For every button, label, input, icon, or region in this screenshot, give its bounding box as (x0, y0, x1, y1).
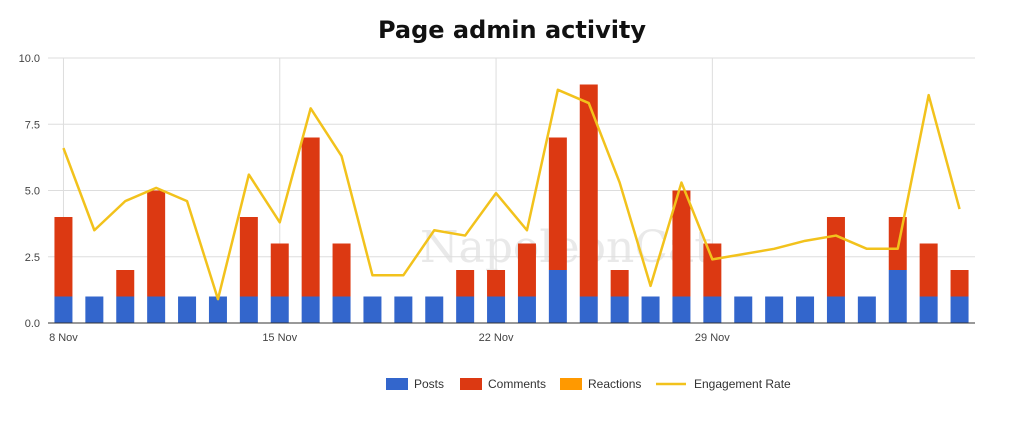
bar-comments (672, 190, 691, 297)
bar-posts (270, 296, 289, 323)
bar-posts (641, 296, 660, 323)
y-tick-label: 0.0 (25, 318, 40, 330)
bar-comments (950, 270, 969, 297)
axes: 0.0 2.5 5.0 7.5 10.0 8 Nov 15 Nov 22 Nov 29 Nov (19, 53, 975, 344)
engagement-rate-line (62, 88, 961, 301)
legend-label: Engagement Rate (694, 377, 791, 391)
legend-swatch (386, 378, 408, 390)
bar-comments (456, 270, 475, 297)
bar-posts (85, 296, 104, 323)
bars (54, 84, 969, 323)
legend: Posts Comments Reactions Engagement Rate (386, 377, 791, 391)
bar-posts (796, 296, 815, 323)
bar-comments (579, 84, 598, 297)
bar-posts (363, 296, 382, 323)
bar-posts (147, 296, 166, 323)
bar-posts (239, 296, 258, 323)
bar-posts (888, 270, 907, 323)
y-tick-label: 2.5 (25, 252, 40, 264)
bar-comments (270, 243, 289, 297)
bar-comments (147, 190, 166, 297)
x-tick-label: 22 Nov (479, 332, 514, 344)
legend-swatch (560, 378, 582, 390)
y-tick-label: 10.0 (19, 53, 40, 65)
bar-posts (332, 296, 351, 323)
bar-comments (919, 243, 938, 297)
bar-posts (116, 296, 135, 323)
bar-posts (487, 296, 506, 323)
bar-posts (950, 296, 969, 323)
legend-label: Posts (414, 377, 444, 391)
bar-comments (332, 243, 351, 297)
bar-posts (703, 296, 722, 323)
bar-posts (425, 296, 444, 323)
bar-posts (548, 270, 567, 323)
bar-comments (517, 243, 536, 297)
bar-posts (672, 296, 691, 323)
bar-comments (703, 243, 722, 297)
engagement-rate-line-layer (62, 88, 961, 301)
bar-comments (116, 270, 135, 297)
y-tick-label: 7.5 (25, 119, 40, 131)
bar-posts (765, 296, 784, 323)
bar-posts (919, 296, 938, 323)
bar-posts (301, 296, 320, 323)
bar-posts (579, 296, 598, 323)
legend-label: Comments (488, 377, 546, 391)
bar-comments (610, 270, 629, 297)
x-tick-label: 29 Nov (695, 332, 730, 344)
bar-comments (239, 217, 258, 297)
bar-posts (826, 296, 845, 323)
bar-posts (54, 296, 73, 323)
legend-swatch (460, 378, 482, 390)
bar-posts (857, 296, 876, 323)
bar-posts (394, 296, 413, 323)
y-tick-label: 5.0 (25, 186, 40, 198)
bar-posts (178, 296, 197, 323)
bar-comments (301, 137, 320, 297)
bar-posts (610, 296, 629, 323)
bar-comments (548, 137, 567, 270)
chart-title: Page admin activity (378, 16, 646, 44)
x-tick-label: 15 Nov (262, 332, 297, 344)
bar-posts (517, 296, 536, 323)
bar-comments (826, 217, 845, 297)
bar-posts (208, 296, 227, 323)
bar-posts (456, 296, 475, 323)
x-tick-label: 8 Nov (49, 332, 78, 344)
bar-posts (734, 296, 753, 323)
legend-label: Reactions (588, 377, 641, 391)
bar-comments (487, 270, 506, 297)
bar-comments (54, 217, 73, 297)
